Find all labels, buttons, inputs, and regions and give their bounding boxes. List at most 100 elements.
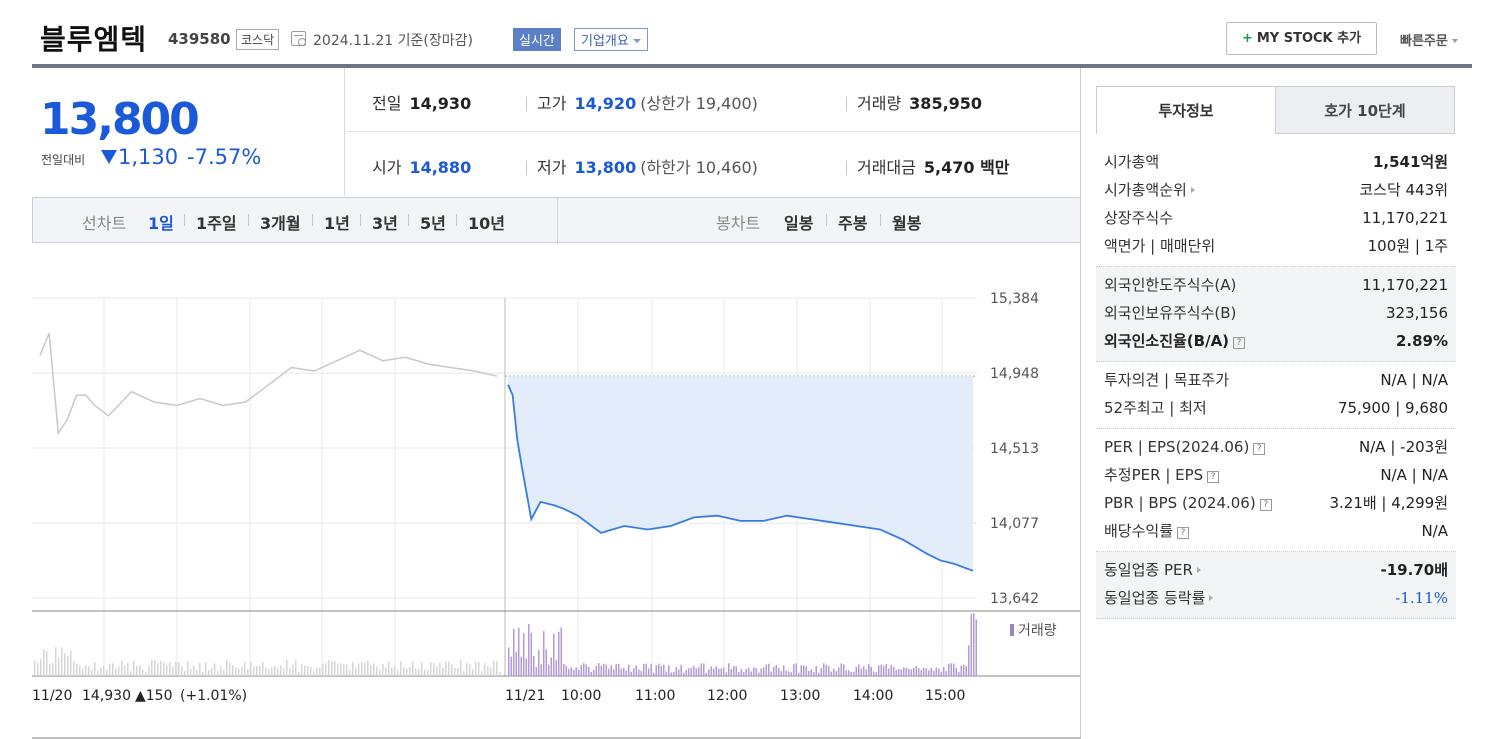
volume-bar [403, 667, 405, 676]
stat-high: 고가 14,920 (상한가 19,400) [526, 90, 758, 114]
volume-bar [603, 663, 605, 676]
volume-bar [112, 663, 114, 676]
volume-bar [778, 668, 780, 676]
volume-bar [43, 649, 45, 676]
volume-bar [430, 662, 432, 676]
volume-bar [600, 665, 602, 676]
volume-bar [768, 663, 770, 676]
volume-bar [878, 665, 880, 676]
info-label[interactable]: 시가총액순위 [1104, 181, 1187, 199]
volume-bar [433, 663, 435, 676]
x-tick-label: 11/21 [505, 688, 545, 704]
help-icon[interactable]: ? [1259, 499, 1272, 511]
volume-bar [558, 631, 560, 676]
add-mystock-label: MY STOCK 추가 [1256, 31, 1362, 46]
header-divider [32, 64, 1472, 68]
tab-orderbook-10[interactable]: 호가 10단계 [1275, 86, 1455, 134]
chevron-right-icon [1209, 595, 1214, 601]
volume-bar [963, 664, 965, 676]
volume-bar [718, 668, 720, 676]
help-icon[interactable]: ? [1207, 471, 1220, 483]
info-row: 상장주식수 11,170,221 [1104, 204, 1448, 232]
info-label[interactable]: 동일업종 등락률 [1104, 589, 1206, 607]
volume-bar [965, 665, 967, 676]
volume-bar [370, 665, 372, 676]
volume-bar [688, 668, 690, 676]
volume-bar [157, 663, 159, 676]
volume-bar [970, 613, 972, 676]
volume-bar [785, 670, 787, 676]
price-chart[interactable]: 15,384 14,948 14,513 14,077 13,642 거래량 11/20 11… [32, 244, 1080, 704]
info-label[interactable]: 동일업종 PER [1104, 561, 1193, 579]
volume-bar [615, 664, 617, 676]
tab-1day[interactable]: 1일 [148, 214, 174, 233]
volume-bar [295, 660, 297, 676]
volume-bar [469, 664, 471, 676]
info-section: 외국인한도주식수(A) 11,170,221 외국인보유주식수(B) 323,156 외… [1096, 267, 1456, 362]
stat-low: 저가 13,800 (하한가 10,460) [526, 154, 758, 178]
volume-bar [400, 661, 402, 676]
calendar-icon [291, 31, 306, 46]
volume-bar [855, 667, 857, 676]
tab-weekly-candle[interactable]: 주봉 [838, 214, 868, 233]
volume-bar [775, 665, 777, 676]
volume-bar [593, 669, 595, 676]
company-overview-dropdown[interactable]: 기업개요 [574, 28, 648, 51]
tab-investment-info[interactable]: 투자정보 [1096, 86, 1276, 134]
volume-bar [448, 661, 450, 676]
volume-bar [73, 660, 75, 676]
volume-bar [244, 662, 246, 676]
stat-label: 시가 [372, 158, 402, 177]
volume-bar [226, 660, 228, 676]
tab-1year[interactable]: 1년 [324, 214, 350, 233]
info-label: 투자의견 | 목표주가 [1104, 371, 1229, 389]
x-tick-label: 15:00 [925, 688, 965, 704]
volume-bar [493, 660, 495, 676]
volume-bar [61, 647, 63, 676]
tab-10year[interactable]: 10년 [468, 214, 505, 233]
stat-sub: (하한가 10,460) [640, 158, 758, 177]
volume-bar [635, 665, 637, 676]
info-row: 외국인한도주식수(A) 11,170,221 [1104, 271, 1448, 299]
volume-bar [655, 665, 657, 676]
info-value: N/A | N/A [1380, 466, 1448, 484]
tab-5year[interactable]: 5년 [420, 214, 446, 233]
volume-bar [815, 665, 817, 676]
help-icon[interactable]: ? [1177, 527, 1190, 539]
volume-bar [943, 666, 945, 676]
volume-bar [680, 664, 682, 676]
volume-bar [178, 661, 180, 676]
volume-bar [268, 669, 270, 676]
help-icon[interactable]: ? [1253, 443, 1266, 455]
volume-bar [928, 670, 930, 676]
tab-daily-candle[interactable]: 일봉 [784, 214, 814, 233]
volume-bar [660, 665, 662, 676]
volume-bar [310, 666, 312, 676]
volume-bar [813, 672, 815, 676]
volume-bar [743, 672, 745, 676]
divider [846, 97, 847, 111]
volume-bar [451, 664, 453, 676]
volume-bar [753, 667, 755, 676]
realtime-button[interactable]: 실시간 [513, 28, 561, 51]
volume-bar [638, 669, 640, 676]
tab-1week[interactable]: 1주일 [196, 214, 237, 233]
volume-bar [893, 666, 895, 676]
volume-bar [570, 667, 572, 676]
info-value: 75,900 | 9,680 [1337, 399, 1448, 417]
tab-3month[interactable]: 3개월 [260, 214, 301, 233]
add-mystock-button[interactable]: + MY STOCK 추가 [1226, 22, 1377, 55]
current-price: 13,800 [40, 94, 200, 145]
volume-bar [548, 664, 550, 676]
x-tick-label: 10:00 [561, 688, 601, 704]
tab-monthly-candle[interactable]: 월봉 [892, 214, 922, 233]
quick-order-dropdown[interactable]: 빠른주문 [1400, 30, 1458, 49]
info-value: 3.21배 | 4,299원 [1329, 494, 1448, 512]
help-icon[interactable]: ? [1233, 337, 1246, 349]
tab-3year[interactable]: 3년 [372, 214, 398, 233]
volume-legend-swatch [1010, 624, 1014, 636]
volume-bar [853, 671, 855, 676]
volume-bar [520, 656, 522, 676]
volume-bar [640, 670, 642, 676]
volume-bar [783, 665, 785, 676]
